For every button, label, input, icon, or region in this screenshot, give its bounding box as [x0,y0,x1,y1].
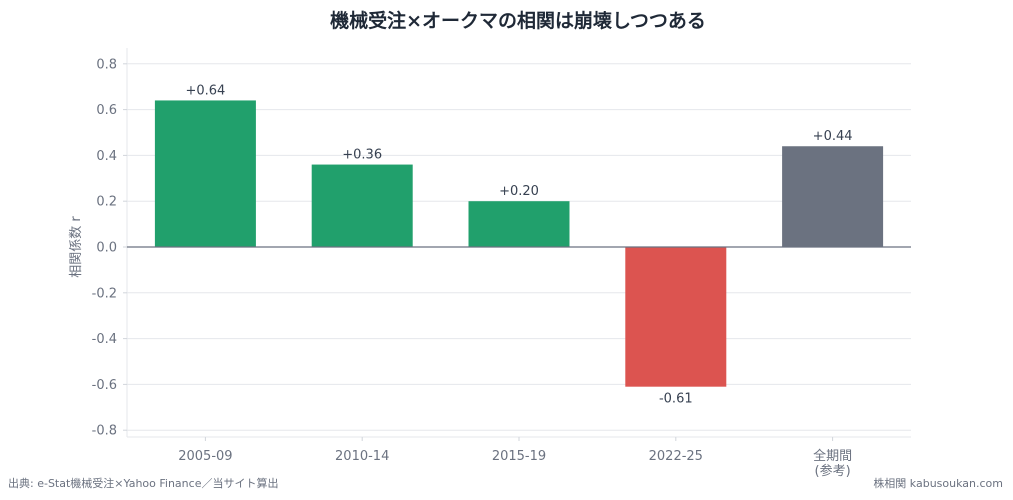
x-tick-label: 全期間 [813,448,852,464]
data-label: +0.44 [813,129,853,144]
y-tick-label: -0.2 [92,286,117,301]
x-tick-label: 2010-14 [335,449,389,464]
x-tick-label: 2005-09 [178,449,232,464]
y-tick-label: 0.2 [96,195,117,210]
data-label: +0.36 [342,148,382,163]
y-axis-ticks: 0.8 0.6 0.4 0.2 0.0 -0.2 -0.4 -0.6 -0.8 [92,57,127,439]
bar [625,247,727,387]
data-label: +0.64 [185,83,225,98]
x-axis-ticks: 2005-09 2010-14 2015-19 2022-25 全期間(参考) [178,437,852,479]
x-tick-label: 2022-25 [649,449,703,464]
chart-title: 機械受注×オークマの相関は崩壊しつつある [330,9,706,32]
x-tick-label: 2015-19 [492,449,546,464]
bar [468,201,570,247]
x-tick-label: (参考) [815,463,851,479]
bar [311,164,413,247]
data-label: +0.20 [499,184,539,199]
bar [154,100,256,247]
y-tick-label: 0.0 [96,241,117,256]
y-axis-label: 相関係数 r [69,216,84,278]
y-tick-label: -0.4 [92,332,117,347]
y-tick-label: 0.8 [96,57,117,72]
site-credit: 株相関 kabusoukan.com [873,476,1003,490]
source-note: 出典: e-Stat機械受注×Yahoo Finance／当サイト算出 [8,476,278,490]
y-tick-label: -0.6 [92,378,117,393]
bar [782,146,884,247]
y-tick-label: 0.4 [96,149,117,164]
bars: +0.64 +0.36 +0.20 -0.61 +0.44 [154,83,884,407]
y-tick-label: 0.6 [96,103,117,118]
y-tick-label: -0.8 [92,424,117,439]
data-label: -0.61 [659,392,693,407]
